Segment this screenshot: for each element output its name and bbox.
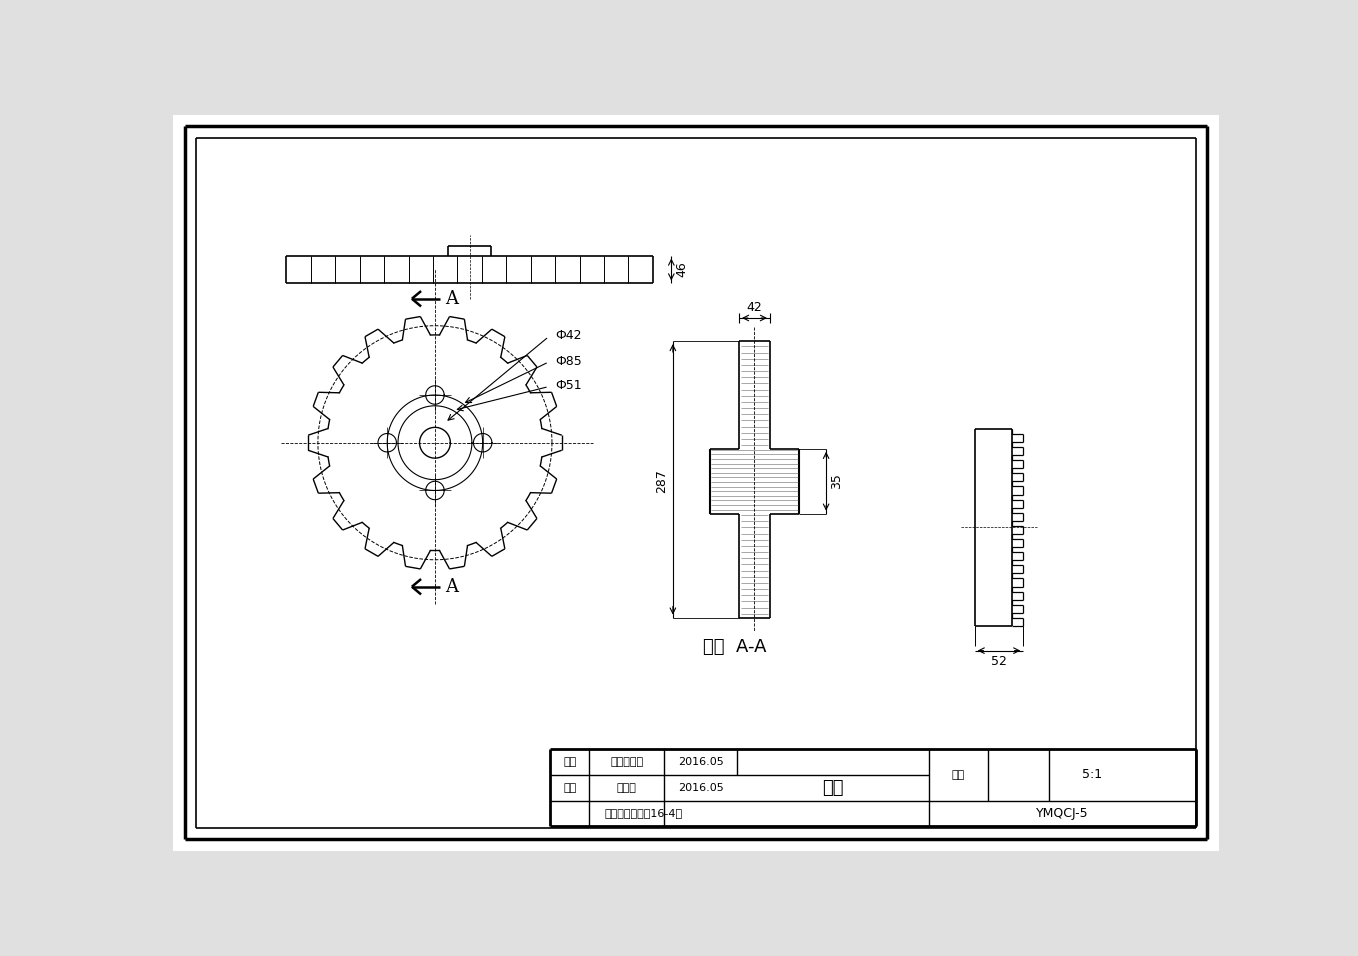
Text: A: A bbox=[445, 290, 459, 308]
Text: 52: 52 bbox=[991, 655, 1008, 668]
Text: Ф42: Ф42 bbox=[555, 329, 583, 342]
Text: 比例: 比例 bbox=[952, 770, 966, 780]
Text: Ф85: Ф85 bbox=[555, 355, 583, 368]
Text: 2016.05: 2016.05 bbox=[678, 757, 724, 767]
Text: 46: 46 bbox=[676, 262, 689, 277]
Text: 剪面  A-A: 剪面 A-A bbox=[703, 638, 767, 656]
Text: Ф51: Ф51 bbox=[555, 380, 583, 392]
Text: 2016.05: 2016.05 bbox=[678, 783, 724, 793]
Text: 审核: 审核 bbox=[564, 783, 576, 793]
Text: 塔里木大学农机16-4班: 塔里木大学农机16-4班 bbox=[604, 809, 683, 818]
Text: 5:1: 5:1 bbox=[1082, 769, 1101, 781]
Text: YMQCJ-5: YMQCJ-5 bbox=[1036, 807, 1089, 820]
Text: 287: 287 bbox=[656, 469, 668, 493]
Text: A: A bbox=[445, 577, 459, 596]
Text: 42: 42 bbox=[747, 301, 762, 315]
Text: 35: 35 bbox=[830, 473, 843, 489]
Text: 齿轮: 齿轮 bbox=[823, 779, 843, 796]
Text: 贺小伟: 贺小伟 bbox=[617, 783, 637, 793]
Text: 制图: 制图 bbox=[564, 757, 576, 767]
Text: 阿尔祖古图: 阿尔祖古图 bbox=[610, 757, 644, 767]
